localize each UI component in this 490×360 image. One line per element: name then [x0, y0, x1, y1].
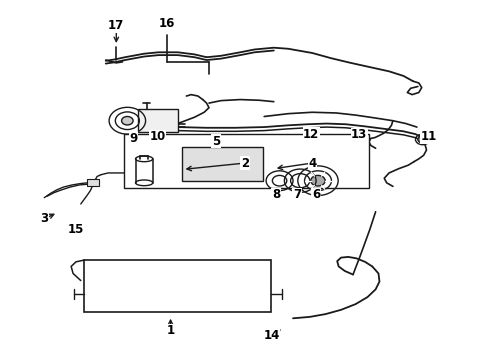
Text: 1: 1 [167, 324, 174, 337]
Bar [138, 109, 178, 132]
Text: 5: 5 [212, 135, 220, 148]
Text: 12: 12 [303, 128, 319, 141]
Text: 16: 16 [159, 17, 175, 30]
Bar [124, 134, 369, 188]
Text: 15: 15 [68, 223, 84, 236]
Text: 10: 10 [149, 130, 166, 143]
Circle shape [311, 175, 325, 186]
Text: 17: 17 [108, 19, 124, 32]
Text: 11: 11 [420, 130, 437, 143]
Text: 8: 8 [272, 188, 280, 201]
Text: 4: 4 [308, 157, 317, 170]
Bar [88, 179, 99, 186]
Bar [84, 260, 271, 312]
Text: 7: 7 [293, 188, 301, 201]
Text: 3: 3 [40, 212, 49, 225]
Text: 2: 2 [241, 157, 249, 170]
Bar [182, 147, 263, 181]
Circle shape [122, 117, 133, 125]
Text: 14: 14 [263, 329, 280, 342]
Text: 6: 6 [312, 188, 320, 201]
Circle shape [418, 136, 427, 143]
Text: 13: 13 [351, 129, 368, 141]
Text: 9: 9 [129, 132, 138, 145]
